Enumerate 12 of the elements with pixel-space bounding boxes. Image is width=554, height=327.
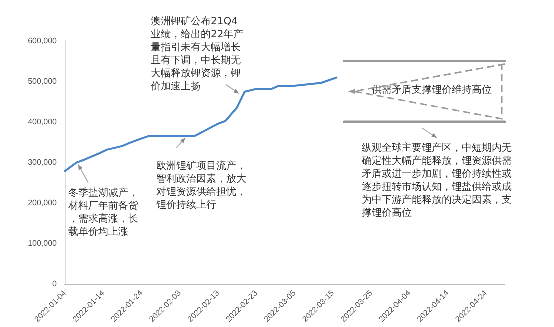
line-series bbox=[64, 76, 338, 172]
y-tick-label: 300,000 bbox=[28, 158, 58, 167]
y-tick-label: 500,000 bbox=[28, 77, 58, 86]
annotation: 冬季盐湖减产，材料厂年前备货，需求高涨，长载单价均上涨 bbox=[67, 186, 138, 238]
y-tick-label: 600,000 bbox=[28, 36, 58, 46]
annotation: 欧洲锂矿项目流产，智利政治因素，放大对锂资源供给担忧，锂价持续上行 bbox=[155, 160, 246, 212]
annotation: 纵观全球主要锂产区，中短期内无确定性大幅产能释放，锂资源供需矛盾或进一步加剧，锂价持续性或逐步扭转市场认知，锂盐供给或成为中下游产能释放的决定因素，支撑锂价高位 bbox=[361, 142, 512, 219]
y-tick-label: 200,000 bbox=[28, 198, 58, 208]
y-tick-label: 0 bbox=[52, 280, 58, 288]
y-tick-label: 100,000 bbox=[28, 239, 58, 248]
y-tick-label: 400,000 bbox=[28, 118, 58, 126]
annotation: 澳洲锂矿公布21Q4业绩，给出的22年产量指引未有大幅增长且有下调，中长期无大幅释放锂资源，锂价加速上扬 bbox=[150, 16, 244, 93]
